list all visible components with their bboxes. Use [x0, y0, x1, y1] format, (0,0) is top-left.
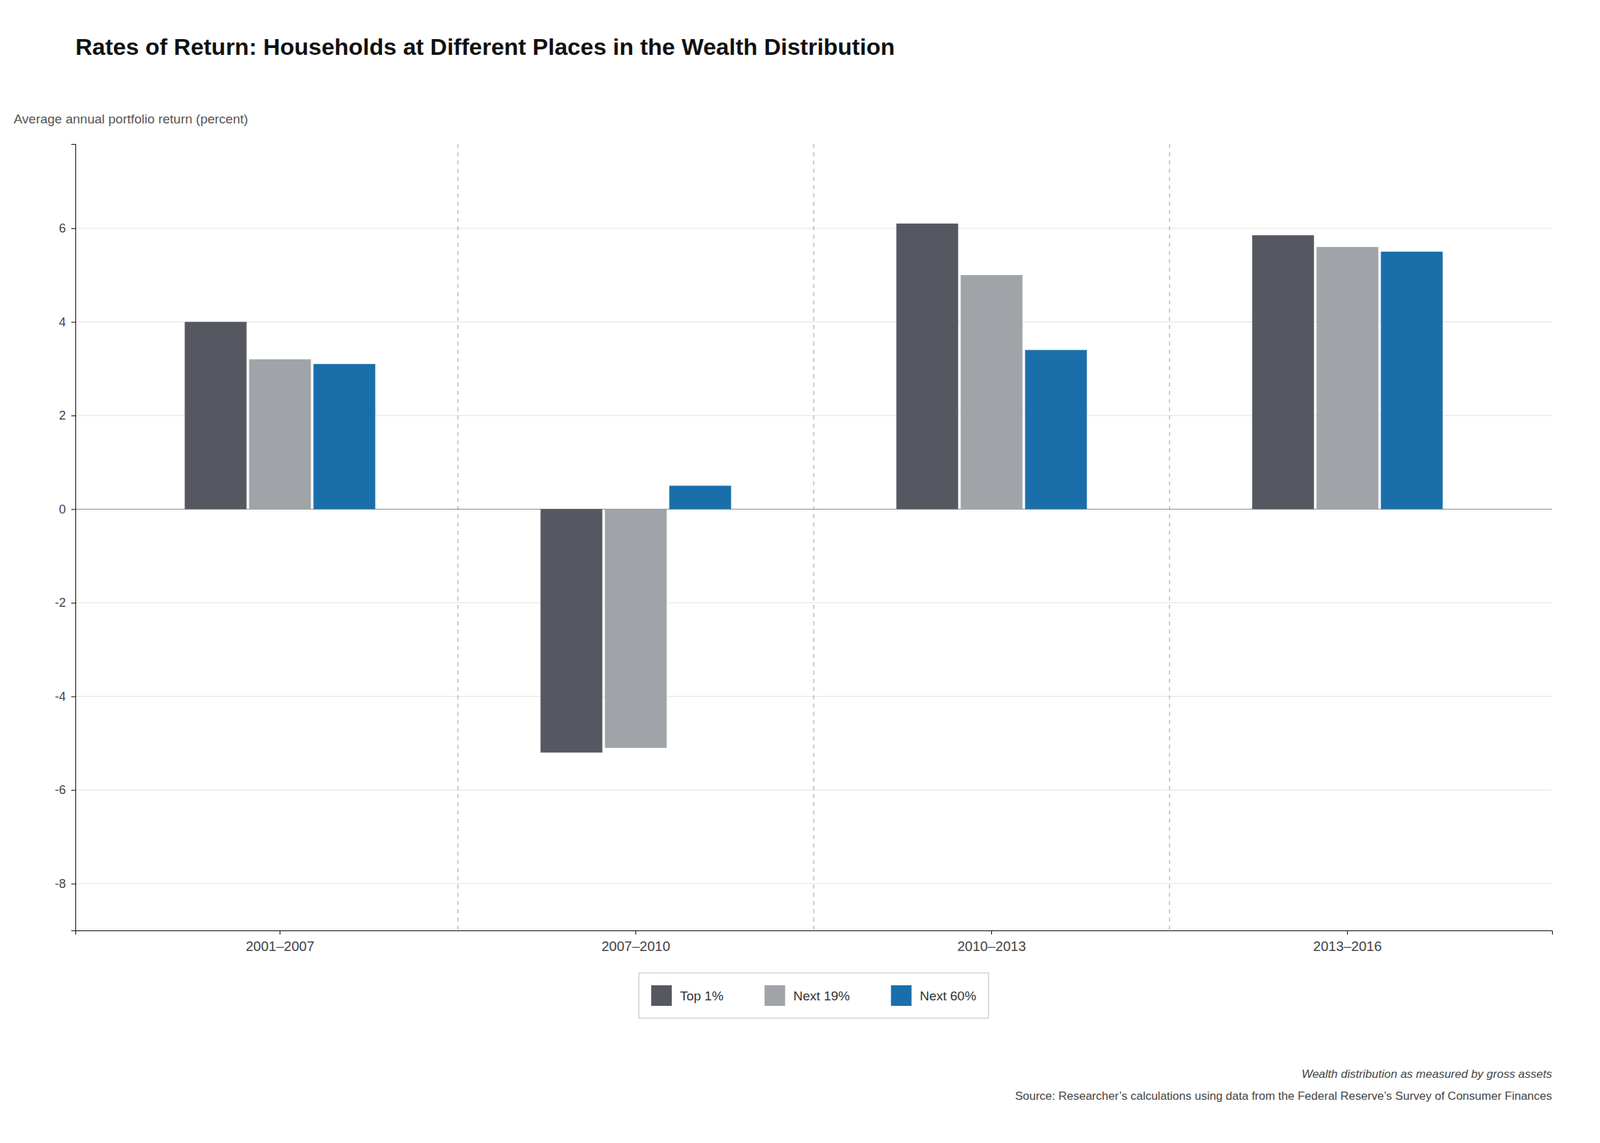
x-axis: 2001–2007 2007–2010 2010–2013 2013–2016 [76, 930, 1553, 954]
y-tick: 2 [58, 408, 76, 423]
y-tick-mark [71, 509, 76, 511]
y-tick: -2 [54, 595, 76, 610]
annotation: Source: Researcher’s calculations using … [1015, 1089, 1553, 1103]
legend-swatch [764, 985, 785, 1006]
title: Rates of Return: Households at Different… [75, 33, 895, 60]
legend: Top 1% Next 19% Next 60% [638, 972, 989, 1018]
x-tick-mark [279, 930, 281, 935]
y-tick: 4 [58, 315, 76, 330]
bar [1024, 349, 1087, 509]
legend-item: Next 60% [891, 985, 977, 1006]
y-tick-label: 6 [58, 221, 66, 236]
y-tick: -6 [54, 782, 76, 797]
series [184, 223, 1314, 753]
y-tick-mark [71, 228, 76, 229]
y-axis: -8 -6 -4 -2 0 2 4 6 [54, 144, 77, 931]
series [313, 251, 1443, 510]
annotation: Wealth distribution as measured by gross… [1301, 1067, 1553, 1081]
y-tick-label: 4 [58, 315, 66, 330]
group-separators [457, 143, 1170, 931]
legend-item: Top 1% [651, 985, 724, 1006]
y-tick: -8 [54, 876, 76, 891]
x-tick-mark [991, 930, 992, 935]
y-tick: -4 [54, 689, 76, 704]
y-tick-mark [71, 789, 76, 791]
x-tick-label: 2013–2016 [1312, 938, 1382, 954]
x-tick-label: 2001–2007 [245, 938, 314, 954]
legend-swatch [891, 985, 912, 1006]
legend-label: Top 1% [680, 988, 724, 1003]
bar [313, 364, 375, 510]
y-tick-label: -8 [54, 876, 66, 891]
y-tick-mark [71, 321, 76, 323]
grid-line [75, 882, 1553, 884]
y-tick-label: 2 [58, 408, 66, 423]
x-tick-label: 2010–2013 [956, 938, 1026, 954]
group-separator [813, 143, 815, 931]
y-tick-mark [71, 883, 76, 885]
y-axis-line [71, 144, 77, 931]
y-tick-label: -6 [54, 782, 66, 797]
legend-label: Next 19% [793, 988, 850, 1003]
x-tick-mark [635, 930, 637, 935]
y-tick: 6 [58, 221, 76, 236]
legend-item: Next 19% [764, 985, 850, 1006]
x-tick: 2010–2013 [956, 930, 1026, 954]
grid-line [75, 602, 1553, 604]
x-tick: 2013–2016 [1312, 930, 1382, 954]
y-tick: 0 [58, 502, 76, 517]
bar [896, 223, 959, 509]
x-tick: 2001–2007 [245, 930, 314, 954]
bar [1316, 246, 1378, 509]
y-tick-label: 0 [58, 502, 66, 517]
y-tick-label: -4 [54, 689, 66, 704]
x-tick-mark [1347, 930, 1348, 935]
y-tick-mark [71, 415, 76, 417]
bar [604, 509, 667, 748]
legend-frame [638, 972, 989, 1018]
bars [184, 223, 1443, 753]
bar [184, 321, 247, 509]
x-tick: 2007–2010 [601, 930, 670, 954]
y-tick-mark [71, 696, 76, 698]
bar [669, 485, 731, 509]
bar [1380, 251, 1443, 510]
chart: Rates of Return: Households at Different… [0, 0, 1600, 1143]
y-tick-mark [71, 602, 76, 604]
y-tick-label: -2 [54, 595, 66, 610]
bar [540, 509, 603, 753]
group-separator [1169, 143, 1171, 931]
annotations: Wealth distribution as measured by gross… [1015, 1067, 1553, 1103]
bar [1252, 235, 1315, 509]
group-separator [457, 143, 458, 931]
legend-label: Next 60% [919, 988, 977, 1003]
bar [960, 274, 1023, 509]
plot: Average annual portfolio return (percent… [13, 111, 1553, 954]
x-axis-line [76, 930, 1553, 936]
y-axis-title: Average annual portfolio return (percent… [13, 111, 249, 127]
series [248, 246, 1378, 748]
legend-swatch [651, 985, 672, 1006]
bar [248, 359, 311, 509]
x-tick-label: 2007–2010 [601, 938, 670, 954]
